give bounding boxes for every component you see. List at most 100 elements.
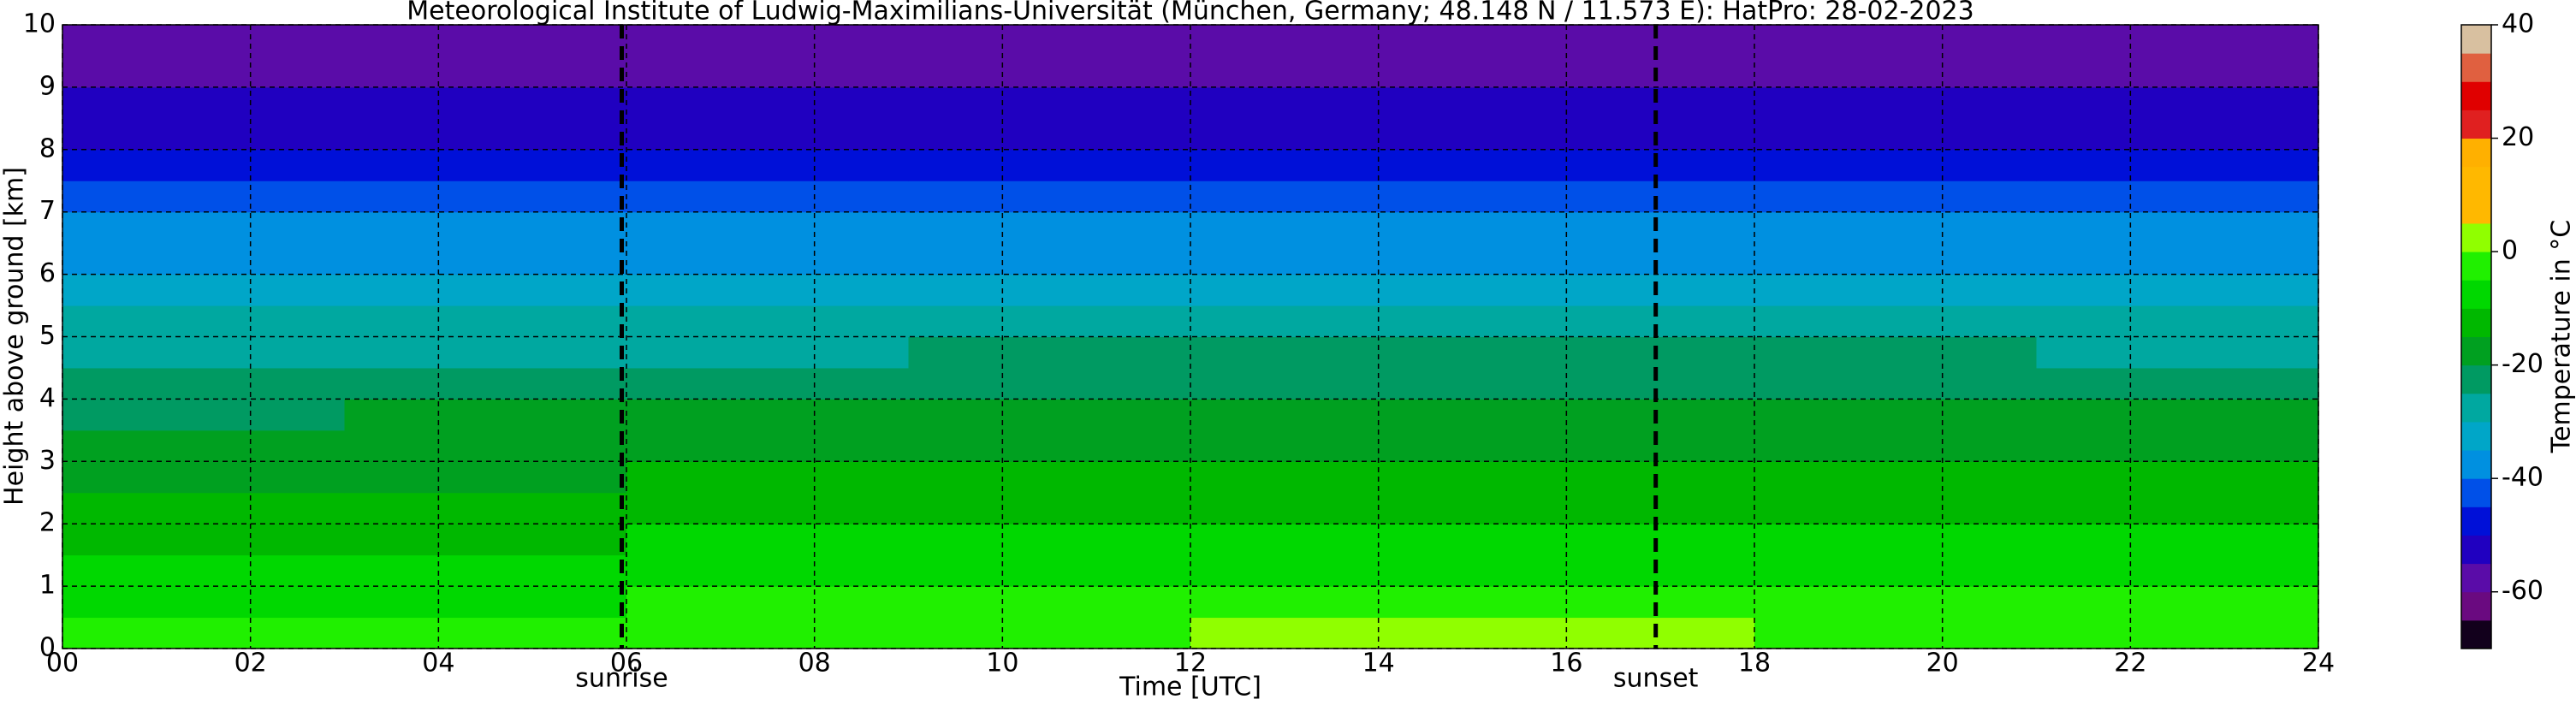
heatmap-cell — [1754, 86, 2037, 119]
colorbar-tick-label: 0 — [2502, 236, 2518, 266]
heatmap-cell — [908, 586, 1191, 619]
heatmap-cell — [1472, 461, 1755, 494]
heatmap-cell — [344, 586, 627, 619]
heatmap-cell — [1754, 586, 2037, 619]
x-tick-label: 08 — [798, 649, 831, 678]
heatmap-cell — [1472, 492, 1755, 524]
heatmap-cell — [626, 367, 909, 400]
heatmap-cell — [908, 617, 1191, 649]
heatmap-cell — [1472, 181, 1755, 213]
colorbar-tick-label: -40 — [2502, 463, 2543, 493]
heatmap-cell — [1472, 243, 1755, 275]
y-tick-label: 1 — [39, 571, 56, 601]
heatmap-cell — [2036, 524, 2319, 556]
heatmap-cell — [1190, 56, 1473, 88]
heatmap-cell — [908, 274, 1191, 306]
heatmap-cell — [1472, 25, 1755, 56]
heatmap-cell — [1472, 367, 1755, 400]
heatmap-cell — [1472, 617, 1755, 649]
heatmap-cell — [1754, 149, 2037, 181]
x-tick-label: 20 — [1926, 649, 1959, 678]
heatmap-cell — [344, 149, 627, 181]
heatmap-cell — [626, 554, 909, 587]
heatmap-cell — [908, 399, 1191, 431]
heatmap-cell — [344, 461, 627, 494]
colorbar-segment — [2461, 25, 2491, 54]
heatmap-cell — [62, 243, 345, 275]
heatmap-cell — [1754, 118, 2037, 151]
heatmap-cell — [62, 554, 345, 587]
heatmap-cell — [626, 492, 909, 524]
heatmap-cell — [1190, 399, 1473, 431]
x-tick-label: 24 — [2302, 649, 2335, 678]
heatmap-cell — [1190, 430, 1473, 462]
heatmap-cell — [62, 524, 345, 556]
heatmap-cell — [626, 586, 909, 619]
colorbar-segment — [2461, 252, 2491, 281]
heatmap-cell — [2036, 399, 2319, 431]
heatmap-cell — [1190, 367, 1473, 400]
heatmap-cell — [908, 554, 1191, 587]
x-tick-label: 00 — [46, 649, 79, 678]
heatmap-cell — [62, 118, 345, 151]
heatmap-cell — [344, 118, 627, 151]
heatmap-cell — [344, 399, 627, 431]
y-tick-label: 0 — [39, 633, 56, 663]
heatmap-cell — [1190, 86, 1473, 119]
heatmap-cell — [626, 86, 909, 119]
heatmap-cell — [1190, 336, 1473, 369]
colorbar-tick-label: -60 — [2502, 576, 2543, 606]
heatmap-cell — [344, 56, 627, 88]
heatmap-cell — [2036, 305, 2319, 337]
heatmap-cell — [908, 461, 1191, 494]
heatmap-cell — [1190, 461, 1473, 494]
y-tick-label: 5 — [39, 321, 56, 351]
heatmap-cell — [626, 118, 909, 151]
heatmap-cell — [344, 554, 627, 587]
heatmap-cell — [908, 305, 1191, 337]
heatmap-cell — [626, 149, 909, 181]
heatmap-cell — [62, 56, 345, 88]
heatmap-cell — [62, 586, 345, 619]
x-tick-label: 02 — [234, 649, 267, 678]
y-tick-label: 8 — [39, 133, 56, 163]
colorbar-segment — [2461, 138, 2491, 168]
heatmap-cell — [908, 118, 1191, 151]
chart-title: Meteorological Institute of Ludwig-Maxim… — [407, 0, 1974, 27]
heatmap-cell — [1190, 524, 1473, 556]
heatmap-cell — [908, 243, 1191, 275]
heatmap-cell — [2036, 336, 2319, 369]
heatmap-cell — [344, 617, 627, 649]
y-tick-label: 2 — [39, 508, 56, 538]
colorbar-segment — [2461, 450, 2491, 479]
heatmap-cell — [1190, 554, 1473, 587]
heatmap-cell — [62, 25, 345, 56]
x-axis-label: Time [UTC] — [1119, 672, 1261, 702]
heatmap-cell — [1754, 492, 2037, 524]
heatmap-cell — [1754, 554, 2037, 587]
heatmap-cell — [908, 181, 1191, 213]
colorbar-segment — [2461, 619, 2491, 649]
heatmap-cell — [344, 336, 627, 369]
heatmap-cell — [1754, 211, 2037, 244]
heatmap-cell — [1472, 305, 1755, 337]
heatmap-cell — [1472, 118, 1755, 151]
heatmap-cell — [908, 524, 1191, 556]
heatmap-cell — [2036, 492, 2319, 524]
heatmap-cell — [2036, 274, 2319, 306]
heatmap-cell — [1472, 586, 1755, 619]
heatmap-cell — [344, 492, 627, 524]
heatmap-cell — [626, 461, 909, 494]
heatmap-cell — [344, 25, 627, 56]
heatmap-cell — [1754, 243, 2037, 275]
annotation-label: sunset — [1613, 664, 1699, 694]
heatmap-cell — [1754, 367, 2037, 400]
heatmap-cell — [62, 305, 345, 337]
heatmap-cell — [908, 430, 1191, 462]
heatmap-cell — [62, 430, 345, 462]
heatmap-cell — [626, 430, 909, 462]
heatmap-cell — [626, 25, 909, 56]
heatmap-cell — [1754, 336, 2037, 369]
heatmap-cell — [2036, 211, 2319, 244]
heatmap-cell — [344, 305, 627, 337]
